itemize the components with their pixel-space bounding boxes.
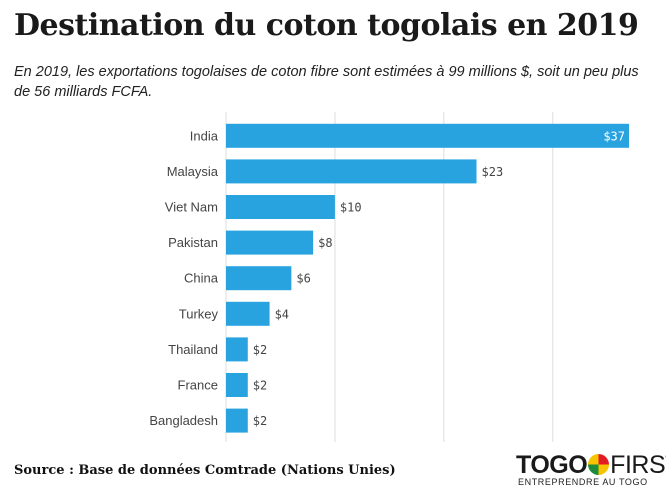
value-label-india: $37	[603, 129, 625, 143]
category-label-france: France	[178, 378, 218, 393]
value-label-malaysia: $23	[482, 165, 504, 179]
bar-turkey	[226, 301, 270, 326]
logo-part1: TOGO	[516, 451, 588, 479]
bar-france	[226, 373, 248, 397]
category-label-bangladesh: Bangladesh	[149, 413, 218, 428]
category-label-viet-nam: Viet Nam	[165, 200, 218, 215]
value-label-viet-nam: $10	[340, 201, 362, 215]
value-label-pakistan: $8	[318, 236, 332, 250]
value-label-france: $2	[253, 379, 267, 393]
category-label-turkey: Turkey	[179, 306, 219, 321]
value-label-bangladesh: $2	[253, 414, 267, 428]
togo-first-logo: TOGO FIRST ENTREPRENDRE AU TOGO	[516, 451, 666, 492]
category-label-malaysia: Malaysia	[167, 164, 219, 179]
logo-wordmark: TOGO FIRST	[516, 451, 666, 479]
bar-thailand	[226, 337, 248, 362]
bar-viet-nam	[226, 195, 335, 219]
category-label-india: India	[190, 128, 219, 143]
bar-china	[226, 266, 292, 291]
value-label-thailand: $2	[253, 343, 267, 357]
value-label-turkey: $4	[275, 307, 289, 321]
bar-chart: India $37 Malaysia $23 Viet Nam $10 Pakistan $8…	[149, 112, 629, 442]
bar-india	[226, 123, 629, 148]
category-label-china: China	[184, 271, 219, 286]
globe-icon	[588, 454, 610, 475]
value-label-china: $6	[296, 272, 310, 286]
bar-pakistan	[226, 230, 314, 255]
source-note: Source : Base de données Comtrade (Natio…	[14, 463, 396, 478]
chart-subtitle: En 2019, les exportations togolaises de …	[14, 64, 639, 100]
logo-tagline: ENTREPRENDRE AU TOGO	[518, 477, 648, 487]
category-label-thailand: Thailand	[168, 342, 218, 357]
logo-part2: FIRST	[610, 451, 666, 479]
bar-malaysia	[226, 159, 477, 184]
category-label-pakistan: Pakistan	[168, 235, 218, 250]
bar-bangladesh	[226, 408, 248, 433]
chart-title: Destination du coton togolais en 2019	[14, 8, 639, 43]
